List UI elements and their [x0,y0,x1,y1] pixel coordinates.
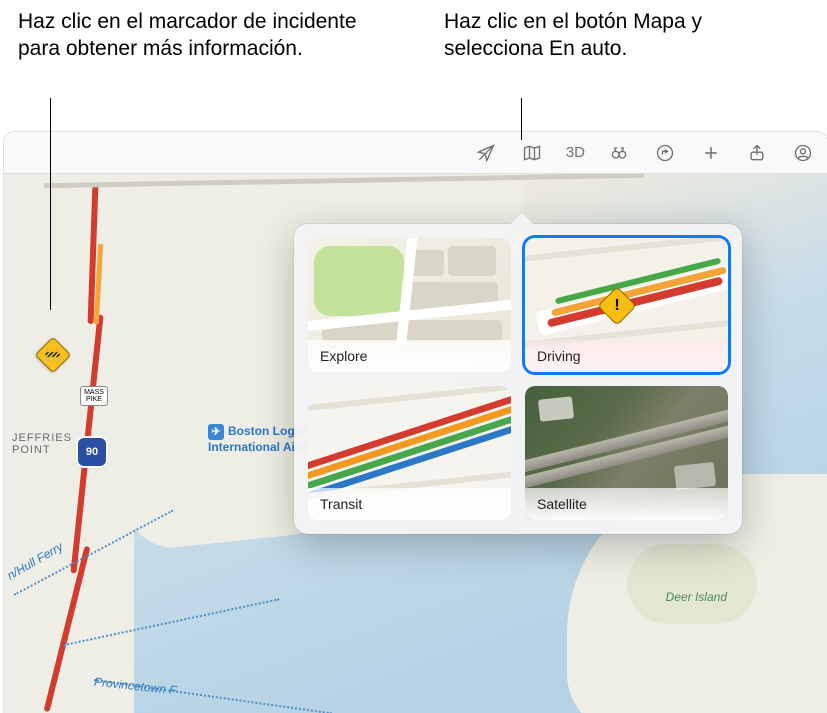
mode-label: Transit [320,496,362,512]
mode-label: Explore [320,348,367,364]
account-button[interactable] [791,141,815,165]
callout-map-button: Haz clic en el botón Mapa y selecciona E… [444,8,764,63]
toolbar: 3D [4,132,827,174]
maps-window: 3D 🚧 [4,132,827,713]
mode-label: Driving [537,348,581,364]
share-button[interactable] [745,141,769,165]
map-mode-button[interactable] [520,141,544,165]
callout-incident: Haz clic en el marcador de incidente par… [18,8,378,63]
3d-toggle-button[interactable]: 3D [566,144,585,161]
directions-button[interactable] [653,141,677,165]
mode-card-explore[interactable]: Explore [308,238,511,372]
look-around-button[interactable] [607,141,631,165]
mode-card-satellite[interactable]: Satellite [525,386,728,520]
add-button[interactable] [699,141,723,165]
callout-line-left [50,98,51,310]
interstate-shield: 90 [78,438,106,466]
callout-line-right [521,98,522,140]
jeffries-point-label: JEFFRIESPOINT [12,432,72,456]
mass-pike-sign: MASS PIKE [80,386,108,406]
mode-card-driving[interactable]: Driving [525,238,728,372]
mode-card-transit[interactable]: Transit [308,386,511,520]
map-mode-popover: Explore Driving [294,224,742,534]
airplane-icon [208,424,224,440]
mode-label: Satellite [537,496,587,512]
deer-island-label: Deer Island [666,590,727,604]
deer-island [627,544,757,624]
map-canvas[interactable]: 🚧 MASS PIKE 90 JEFFRIESPOINT Boston Loga… [4,174,827,713]
location-toggle-button[interactable] [474,141,498,165]
